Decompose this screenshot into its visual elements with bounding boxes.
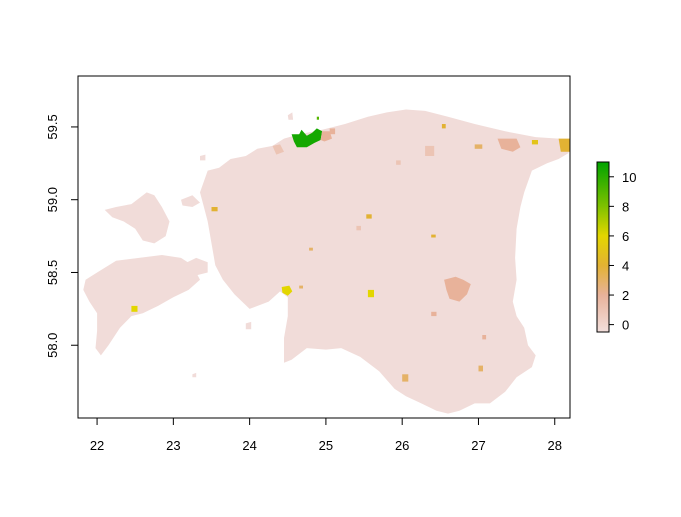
legend-colorbar (596, 161, 610, 333)
legend-tick-label: 4 (622, 258, 629, 273)
map-regions (83, 109, 570, 414)
region-saaremaa (83, 255, 200, 356)
y-tick-label: 59.0 (45, 187, 60, 212)
legend-tick-label: 0 (622, 318, 629, 333)
region-tallinn-east (320, 131, 332, 142)
y-tick-label: 59.5 (45, 114, 60, 139)
legend-tick-label: 2 (622, 288, 629, 303)
region-osmussaar (200, 154, 206, 161)
region-muhu (181, 257, 208, 276)
region-jogeva (431, 234, 436, 238)
region-parnu (281, 285, 293, 296)
region-mainland (200, 109, 570, 414)
y-axis: 58.0 58.5 59.0 59.5 (45, 114, 79, 358)
region-turi (356, 225, 361, 231)
legend-tick-label: 8 (622, 199, 629, 214)
y-tick-label: 58.0 (45, 333, 60, 358)
region-rakvere (425, 145, 435, 156)
region-naissaar (287, 112, 294, 120)
region-rapla (309, 247, 313, 251)
region-narva (558, 138, 570, 152)
region-tallinn (291, 128, 323, 148)
legend-tick-label: 6 (622, 229, 629, 244)
region-valga (402, 374, 409, 382)
x-tick-label: 27 (471, 438, 485, 453)
x-tick-label: 25 (319, 438, 333, 453)
region-tapa (396, 160, 401, 165)
x-tick-label: 24 (242, 438, 256, 453)
x-tick-label: 23 (166, 438, 180, 453)
region-sindi (299, 285, 303, 289)
region-paide (366, 214, 372, 219)
region-kunda (441, 124, 446, 129)
color-legend: 0 2 4 6 8 10 (596, 161, 636, 333)
legend-tick-label: 10 (622, 170, 636, 185)
x-axis: 22 23 24 25 26 27 28 (90, 417, 562, 453)
region-haapsalu (211, 207, 218, 212)
region-kihnu (245, 321, 252, 330)
x-tick-label: 22 (90, 438, 104, 453)
region-polva (482, 335, 487, 340)
region-tartu (444, 276, 471, 302)
region-keila (272, 144, 284, 155)
region-sillamae (531, 140, 538, 145)
region-ruhnu (192, 372, 197, 378)
region-viljandi (367, 289, 374, 298)
region-kohtla-jarve (497, 138, 521, 152)
x-tick-label: 26 (395, 438, 409, 453)
region-loksa (316, 116, 319, 120)
region-maardu (329, 128, 336, 135)
region-voru (478, 365, 483, 372)
region-kuressaare (131, 305, 138, 312)
region-elva (431, 311, 437, 317)
legend-ticks: 0 2 4 6 8 10 (609, 170, 636, 333)
x-tick-label: 28 (548, 438, 562, 453)
region-johvi (474, 144, 483, 149)
y-tick-label: 58.5 (45, 260, 60, 285)
region-hiiumaa (104, 192, 170, 244)
region-vormsi (181, 195, 200, 207)
